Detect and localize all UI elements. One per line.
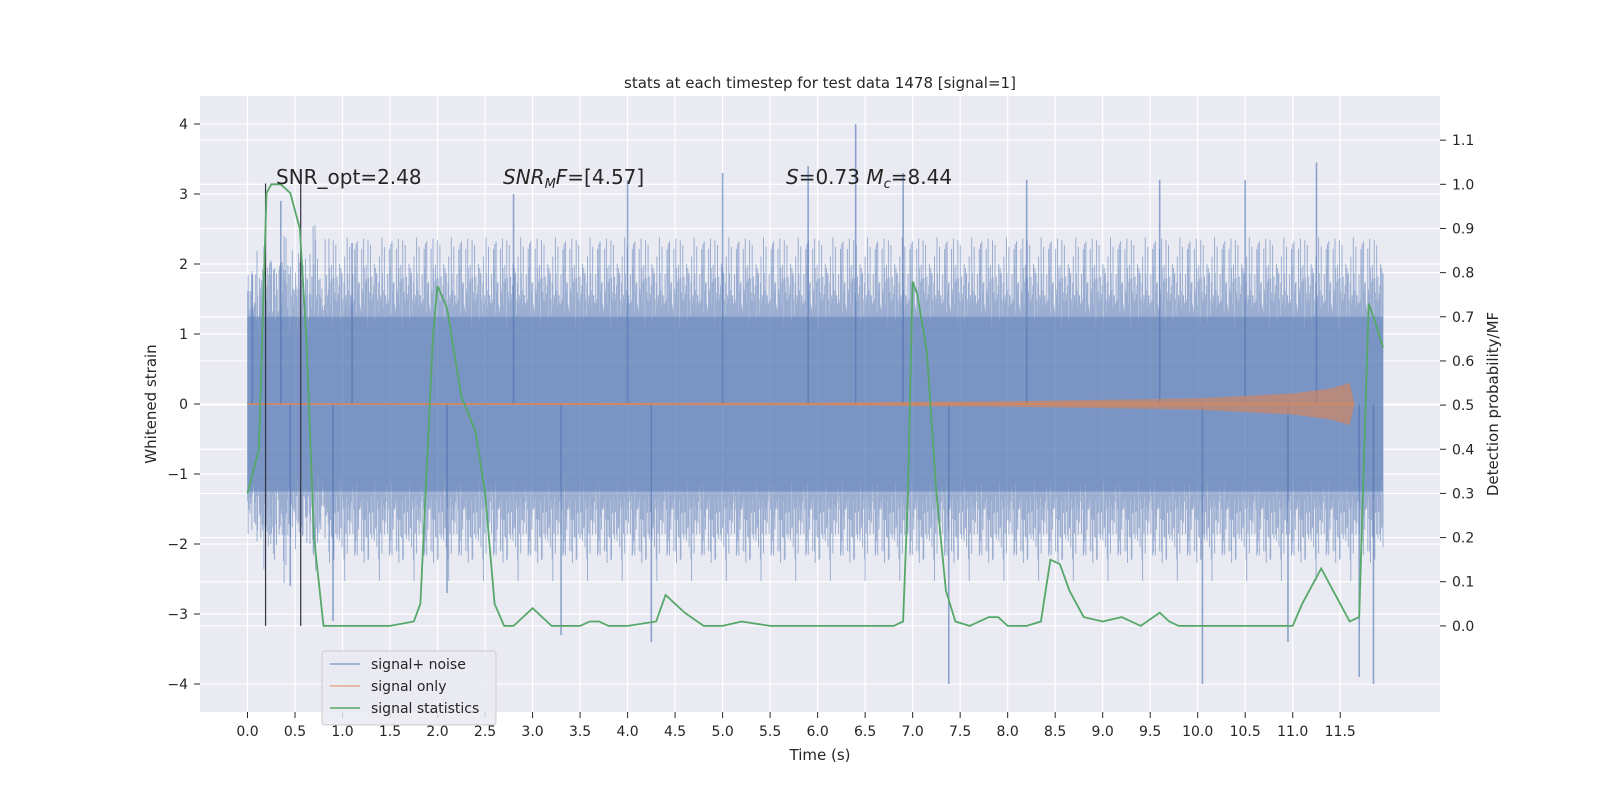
- x-tick-label: 6.5: [854, 724, 876, 740]
- right-y-tick-label: 1.1: [1452, 133, 1474, 149]
- x-tick-label: 5.5: [759, 724, 781, 740]
- x-tick-label: 0.5: [284, 724, 306, 740]
- right-y-tick-label: 0.8: [1452, 266, 1474, 282]
- legend-label-signal-noise: signal+ noise: [371, 657, 466, 673]
- legend: signal+ noise signal only signal statist…: [321, 650, 497, 726]
- right-y-tick-label: 0.3: [1452, 486, 1474, 502]
- left-y-tick-label: −2: [167, 537, 188, 553]
- x-tick-label: 8.0: [997, 724, 1019, 740]
- x-tick-label: 8.5: [1044, 724, 1066, 740]
- legend-label-signal-only: signal only: [371, 679, 446, 695]
- x-tick-label: 10.0: [1182, 724, 1213, 740]
- signal-statistics-line: [246, 183, 1384, 627]
- x-tick-label: 7.0: [902, 724, 924, 740]
- right-y-tick-label: 0.9: [1452, 221, 1474, 237]
- right-y-tick-label: 0.7: [1452, 310, 1474, 326]
- left-y-axis-ticks: 4 3 2 1 0 −1 −2 −3 −4: [167, 117, 200, 693]
- right-y-tick-label: 0.2: [1452, 531, 1474, 547]
- x-tick-label: 11.0: [1277, 724, 1308, 740]
- x-tick-label: 2.5: [474, 724, 496, 740]
- left-y-tick-label: 3: [179, 187, 188, 203]
- right-y-tick-label: 0.5: [1452, 398, 1474, 414]
- x-tick-label: 1.0: [331, 724, 353, 740]
- annotation-snr-mf: SNRMF=[4.57]: [503, 165, 644, 192]
- x-tick-label: 1.5: [379, 724, 401, 740]
- x-tick-label: 3.0: [521, 724, 543, 740]
- left-y-tick-label: −1: [167, 467, 188, 483]
- x-tick-label: 2.0: [426, 724, 448, 740]
- x-tick-label: 11.5: [1325, 724, 1356, 740]
- signal-only-series: [247, 383, 1355, 425]
- x-tick-label: 3.5: [569, 724, 591, 740]
- left-y-tick-label: −4: [167, 677, 188, 693]
- x-tick-label: 0.0: [236, 724, 258, 740]
- x-tick-label: 9.0: [1092, 724, 1114, 740]
- x-tick-label: 4.0: [616, 724, 638, 740]
- right-y-tick-label: 0.1: [1452, 575, 1474, 591]
- left-y-tick-label: 1: [179, 327, 188, 343]
- annotations: SNR_opt=2.48 SNRMF=[4.57] S=0.73 Mc=8.44: [276, 165, 952, 192]
- legend-frame: [321, 650, 497, 726]
- left-y-tick-label: −3: [167, 607, 188, 623]
- signal-statistics-series: [246, 183, 1384, 627]
- annotation-snr-opt: SNR_opt=2.48: [276, 165, 422, 189]
- x-tick-label: 7.5: [949, 724, 971, 740]
- x-axis-label: Time (s): [789, 746, 851, 764]
- right-y-tick-label: 0.0: [1452, 619, 1474, 635]
- x-tick-label: 6.0: [806, 724, 828, 740]
- chart-title: stats at each timestep for test data 147…: [624, 74, 1016, 92]
- left-y-tick-label: 4: [179, 117, 188, 133]
- left-y-tick-label: 2: [179, 257, 188, 273]
- right-y-axis-label: Detection probability/MF: [1484, 312, 1502, 496]
- right-y-axis-ticks: 1.1 1.0 0.9 0.8 0.7 0.6 0.5 0.4 0.3 0.2 0.1 0.0: [1440, 133, 1474, 635]
- x-tick-label: 10.5: [1230, 724, 1261, 740]
- right-y-tick-label: 0.6: [1452, 354, 1474, 370]
- annotation-s-mc: S=0.73 Mc=8.44: [786, 165, 952, 192]
- x-axis-ticks: 0.0 0.5 1.0 1.5 2.0 2.5 3.0 3.5 4.0 4.5 5.0 5.5 6.0 6…: [236, 712, 1356, 740]
- left-y-tick-label: 0: [179, 397, 188, 413]
- right-y-tick-label: 1.0: [1452, 177, 1474, 193]
- x-tick-label: 4.5: [664, 724, 686, 740]
- legend-label-signal-statistics: signal statistics: [371, 701, 479, 717]
- left-y-axis-label: Whitened strain: [142, 344, 160, 463]
- x-tick-label: 9.5: [1139, 724, 1161, 740]
- right-y-tick-label: 0.4: [1452, 442, 1474, 458]
- x-tick-label: 5.0: [711, 724, 733, 740]
